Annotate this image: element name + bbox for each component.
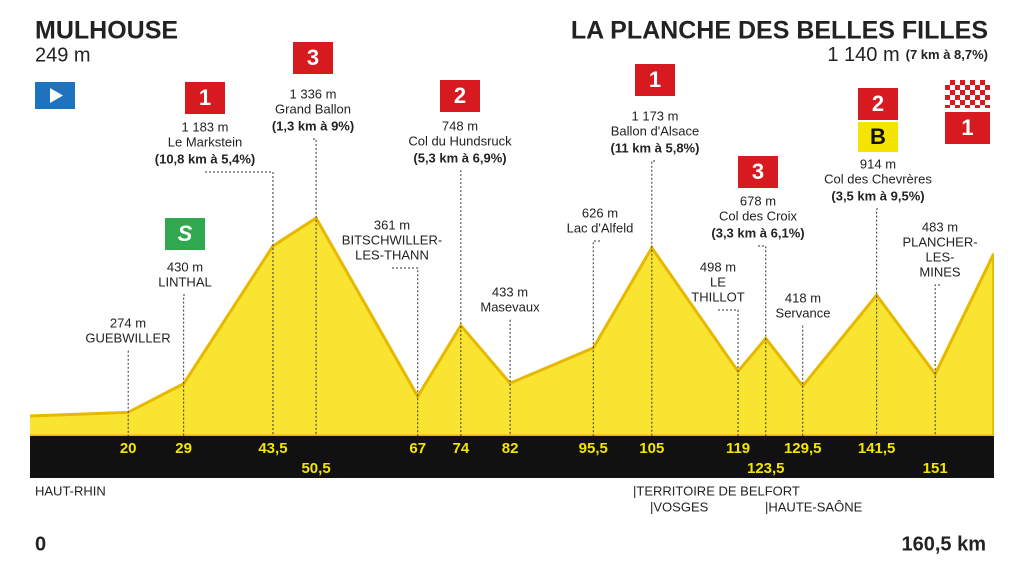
climb-detail: (3,3 km à 6,1%) (711, 225, 804, 240)
altitude-label: 914 m (860, 156, 896, 171)
km-label: 82 (502, 440, 519, 457)
place-name: LE (710, 274, 726, 289)
altitude-label: 483 m (922, 219, 958, 234)
place-name: Le Markstein (168, 134, 242, 149)
start-altitude: 249 m (35, 44, 91, 66)
place-name: LES- (926, 249, 955, 264)
category-label: 1 (199, 85, 211, 110)
km-label: 29 (175, 440, 192, 457)
climb-detail: (10,8 km à 5,4%) (155, 151, 255, 166)
region: |TERRITOIRE DE BELFORT (633, 483, 800, 498)
leader-line (313, 138, 317, 436)
finish-altitude: 1 140 m (827, 44, 899, 66)
place-name: MINES (919, 264, 961, 279)
category-badge (293, 42, 333, 74)
bonus-label: B (870, 124, 886, 149)
category-label: 1 (649, 67, 661, 92)
leader-line (460, 170, 462, 436)
start-name: MULHOUSE (35, 17, 178, 45)
place-name: Servance (776, 305, 831, 320)
leader-line (934, 284, 940, 436)
place-name: LES-THANN (355, 247, 429, 262)
place-name: PLANCHER- (902, 234, 977, 249)
place-name: THILLOT (691, 289, 745, 304)
finish-badge (945, 112, 990, 144)
region: |VOSGES (650, 499, 709, 514)
km-label: 43,5 (258, 440, 287, 457)
altitude-label: 1 336 m (290, 86, 337, 101)
finish-climb: (7 km à 8,7%) (906, 47, 988, 62)
place-name: Grand Ballon (275, 101, 351, 116)
km-label: 95,5 (579, 440, 608, 457)
category-badge (738, 156, 778, 188)
start-arrow (50, 88, 63, 103)
finish-km: 160,5 km (901, 533, 986, 555)
altitude-label: 418 m (785, 290, 821, 305)
category-label: 2 (454, 83, 466, 108)
km-label: 129,5 (784, 440, 822, 457)
category-badge (185, 82, 225, 114)
region: |HAUTE-SAÔNE (765, 499, 863, 514)
finish-category: 1 (961, 115, 973, 140)
climb-detail: (5,3 km à 6,9%) (413, 150, 506, 165)
category-label: 3 (752, 159, 764, 184)
category-label: 2 (872, 91, 884, 116)
leader-line (183, 294, 185, 436)
climb-detail: (3,5 km à 9,5%) (831, 188, 924, 203)
leader-line (876, 208, 878, 436)
km-label: 119 (726, 440, 750, 457)
place-name: LINTHAL (158, 274, 211, 289)
km-label: 123,5 (747, 460, 785, 477)
altitude-label: 748 m (442, 118, 478, 133)
category-label: S (178, 221, 193, 246)
km-label: 20 (120, 440, 137, 457)
place-name: Ballon d'Alsace (611, 123, 699, 138)
place-name: GUEBWILLER (85, 330, 170, 345)
category-badge (858, 88, 898, 120)
category-badge (165, 218, 205, 250)
place-name: Lac d'Alfeld (567, 220, 634, 235)
start-km: 0 (35, 533, 46, 555)
km-label: 141,5 (858, 440, 896, 457)
bonus-badge (858, 122, 898, 152)
altitude-label: 678 m (740, 193, 776, 208)
place-name: Col des Croix (719, 208, 798, 223)
km-band (30, 436, 994, 478)
place-name: BITSCHWILLER- (342, 232, 442, 247)
category-badge (440, 80, 480, 112)
km-label: 151 (923, 460, 948, 477)
altitude-label: 1 173 m (632, 108, 679, 123)
place-name: Col du Hundsruck (408, 133, 512, 148)
altitude-label: 626 m (582, 205, 618, 220)
profile (30, 215, 994, 436)
km-label: 74 (452, 440, 469, 457)
altitude-label: 430 m (167, 259, 203, 274)
altitude-label: 274 m (110, 315, 146, 330)
category-badge (635, 64, 675, 96)
km-label: 105 (639, 440, 664, 457)
altitude-label: 498 m (700, 259, 736, 274)
finish-info: 1 140 m (7 km à 8,7%) (827, 44, 988, 66)
leader-line (592, 240, 600, 436)
km-label: 50,5 (301, 460, 330, 477)
altitude-label: 1 183 m (182, 119, 229, 134)
altitude-label: 361 m (374, 217, 410, 232)
finish-flag (945, 80, 990, 108)
finish-name: LA PLANCHE DES BELLES FILLES (571, 17, 988, 45)
km-label: 67 (409, 440, 426, 457)
altitude-label: 433 m (492, 284, 528, 299)
leader-line (392, 267, 419, 436)
climb-detail: (1,3 km à 9%) (272, 118, 354, 133)
climb-detail: (11 km à 5,8%) (611, 140, 700, 155)
region: HAUT-RHIN (35, 483, 106, 498)
category-label: 3 (307, 45, 319, 70)
leader-line (651, 160, 655, 436)
place-name: Masevaux (480, 299, 540, 314)
leader-line (718, 309, 739, 436)
place-name: Col des Chevrères (824, 171, 932, 186)
